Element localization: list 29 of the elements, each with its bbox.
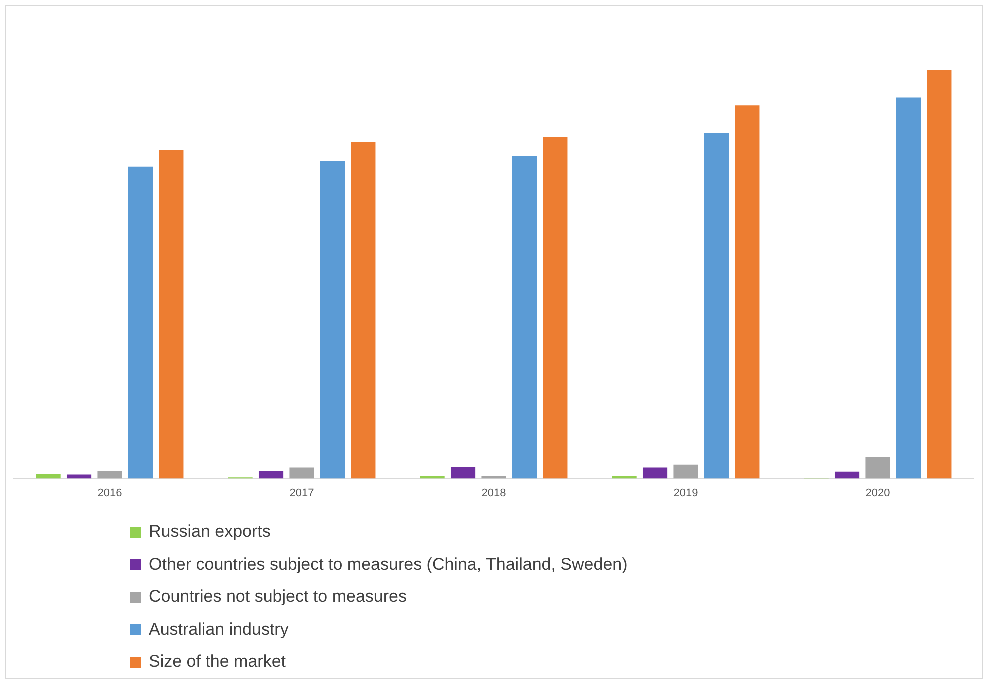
- bar: [320, 161, 346, 479]
- legend-label: Australian industry: [149, 620, 289, 640]
- x-tick-label: 2017: [290, 487, 314, 500]
- bar: [512, 156, 538, 479]
- x-tick-label: 2020: [866, 487, 890, 500]
- bar: [543, 137, 568, 479]
- bar: [450, 466, 476, 479]
- legend-label: Other countries subject to measures (China, Thailand, Sweden): [149, 554, 628, 575]
- bar: [834, 472, 860, 479]
- bar: [642, 468, 668, 479]
- bar: [351, 142, 376, 479]
- bar: [290, 468, 314, 479]
- bar: [98, 471, 122, 479]
- bar: [66, 474, 92, 479]
- legend-label: Size of the market: [149, 652, 286, 672]
- x-tick-label: 2019: [674, 487, 698, 500]
- bar: [128, 166, 154, 479]
- legend-label: Russian exports: [149, 522, 271, 542]
- legend-label: Countries not subject to measures: [149, 587, 407, 608]
- bar: [866, 457, 890, 479]
- bar: [258, 471, 284, 479]
- bar: [674, 464, 698, 479]
- bar: [896, 98, 922, 479]
- x-tick-label: 2018: [482, 487, 506, 500]
- bar: [704, 133, 730, 479]
- x-tick-label: 2016: [98, 487, 122, 500]
- bar: [927, 70, 952, 479]
- bar: [159, 150, 184, 479]
- bar: [735, 106, 760, 479]
